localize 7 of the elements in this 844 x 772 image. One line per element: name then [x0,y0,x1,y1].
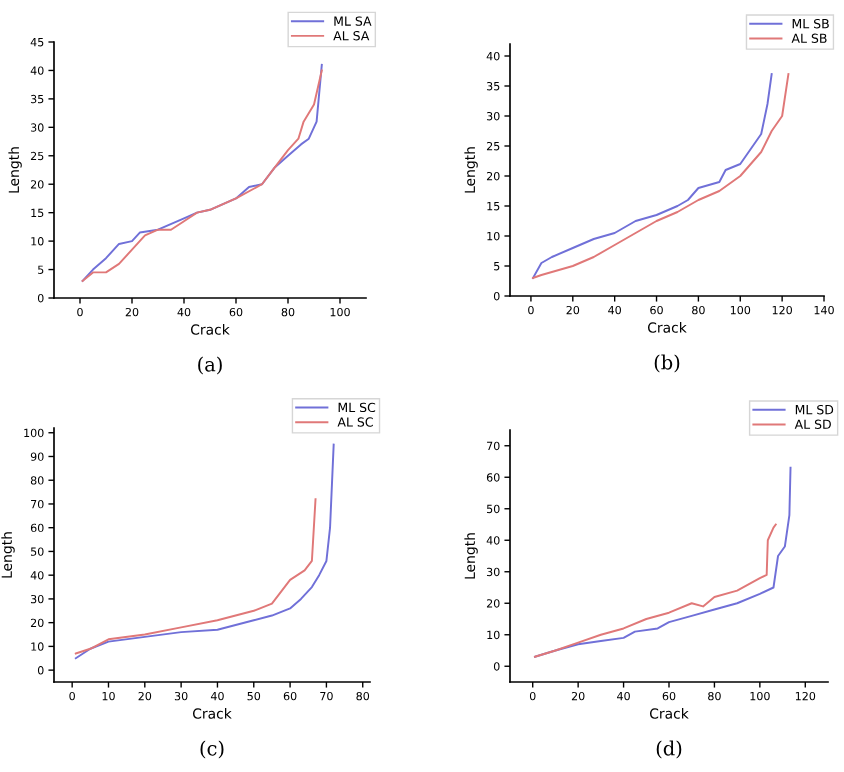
line-series [534,523,777,658]
text: (d) [656,740,682,759]
text: (a) [198,356,222,375]
text: (b) [654,354,680,373]
text: (c) [200,740,224,759]
line-series [74,443,335,660]
line-series [74,498,317,655]
